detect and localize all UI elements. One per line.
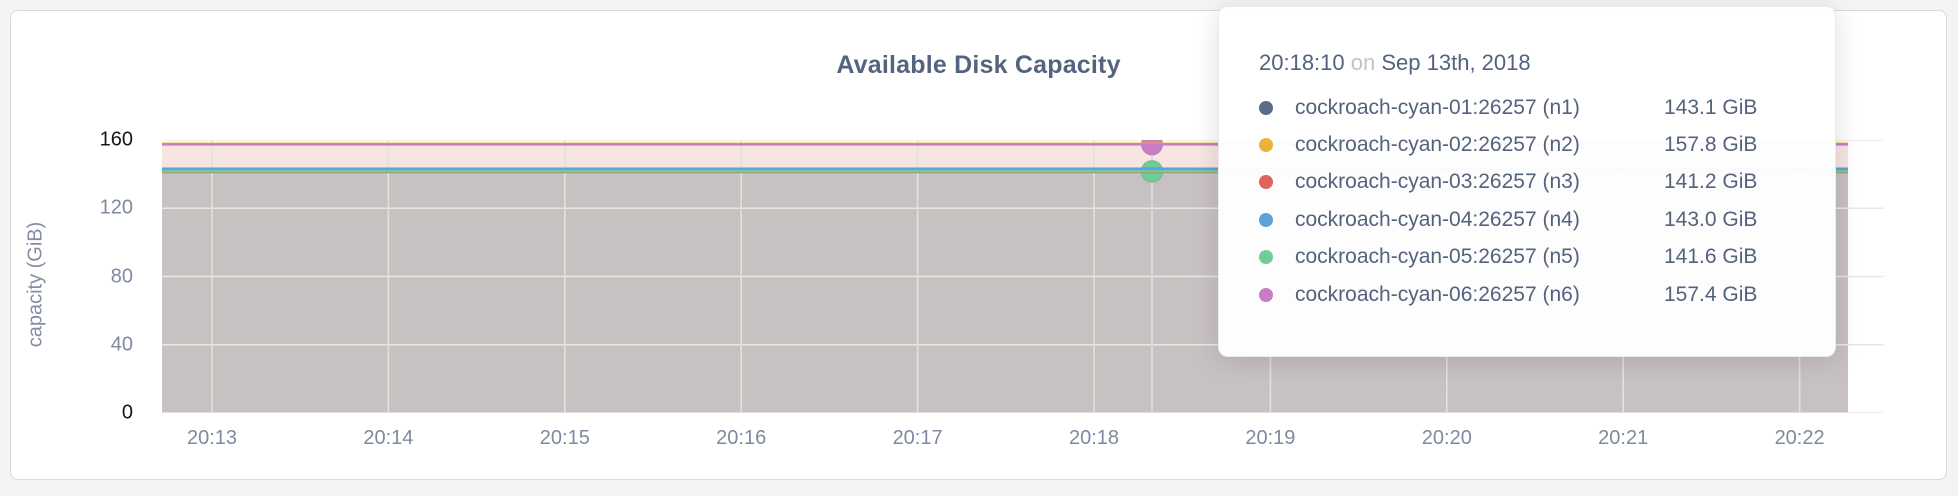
x-tick-label: 20:14: [363, 427, 414, 449]
x-tick-label: 20:16: [716, 427, 767, 449]
tooltip-series-value: 157.4 GiB: [1664, 282, 1758, 306]
series-color-dot-icon: [1259, 138, 1273, 153]
tooltip-series-value: 143.1 GiB: [1664, 95, 1758, 119]
x-tick-label: 20:19: [1245, 427, 1296, 449]
x-tick-label: 20:17: [892, 427, 943, 449]
x-tick-label: 20:15: [539, 427, 590, 449]
tooltip-series-value: 143.0 GiB: [1664, 207, 1758, 231]
tooltip-row: cockroach-cyan-02:26257 (n2) 157.8 GiB: [1259, 126, 1795, 163]
tooltip-series-value: 141.2 GiB: [1664, 170, 1758, 194]
hover-tooltip: 20:18:10 on Sep 13th, 2018 cockroach-cya…: [1218, 6, 1836, 357]
series-color-dot-icon: [1259, 287, 1273, 302]
x-tick-label: 20:20: [1421, 427, 1472, 449]
x-tick-label: 20:22: [1774, 427, 1825, 449]
x-tick-label: 20:18: [1068, 427, 1120, 449]
tooltip-timestamp: 20:18:10 on Sep 13th, 2018: [1259, 49, 1795, 77]
y-tick-label: 80: [110, 265, 133, 287]
tooltip-series-name: cockroach-cyan-04:26257 (n4): [1295, 207, 1580, 231]
tooltip-date: Sep 13th, 2018: [1381, 50, 1531, 75]
tooltip-series-value: 141.6 GiB: [1664, 245, 1758, 269]
tooltip-series-name: cockroach-cyan-02:26257 (n2): [1295, 133, 1580, 157]
y-tick-label: 160: [99, 128, 133, 151]
chart-title: Available Disk Capacity: [836, 51, 1121, 79]
y-tick-label: 40: [110, 333, 133, 356]
y-tick-label: 0: [121, 401, 133, 424]
tooltip-series-name: cockroach-cyan-06:26257 (n6): [1295, 282, 1580, 306]
tooltip-series-name: cockroach-cyan-03:26257 (n3): [1295, 170, 1580, 194]
tooltip-series-value: 157.8 GiB: [1664, 133, 1758, 157]
series-color-dot-icon: [1259, 175, 1273, 190]
tooltip-rows: cockroach-cyan-01:26257 (n1) 143.1 GiB coc…: [1259, 89, 1795, 313]
series-color-dot-icon: [1259, 100, 1273, 115]
tooltip-row: cockroach-cyan-03:26257 (n3) 141.2 GiB: [1259, 164, 1795, 201]
tooltip-row: cockroach-cyan-01:26257 (n1) 143.1 GiB: [1259, 89, 1795, 126]
tooltip-row: cockroach-cyan-04:26257 (n4) 143.0 GiB: [1259, 201, 1795, 238]
tooltip-connector: on: [1350, 50, 1376, 75]
tooltip-time: 20:18:10: [1259, 50, 1345, 75]
tooltip-row: cockroach-cyan-06:26257 (n6) 157.4 GiB: [1259, 276, 1795, 313]
tooltip-series-name: cockroach-cyan-05:26257 (n5): [1295, 245, 1580, 269]
tooltip-series-name: cockroach-cyan-01:26257 (n1): [1295, 95, 1580, 119]
series-color-dot-icon: [1259, 212, 1273, 227]
x-tick-label: 20:21: [1598, 427, 1649, 449]
y-tick-label: 120: [99, 196, 133, 219]
tooltip-row: cockroach-cyan-05:26257 (n5) 141.6 GiB: [1259, 239, 1795, 276]
series-color-dot-icon: [1259, 250, 1273, 265]
x-tick-label: 20:13: [186, 427, 238, 449]
